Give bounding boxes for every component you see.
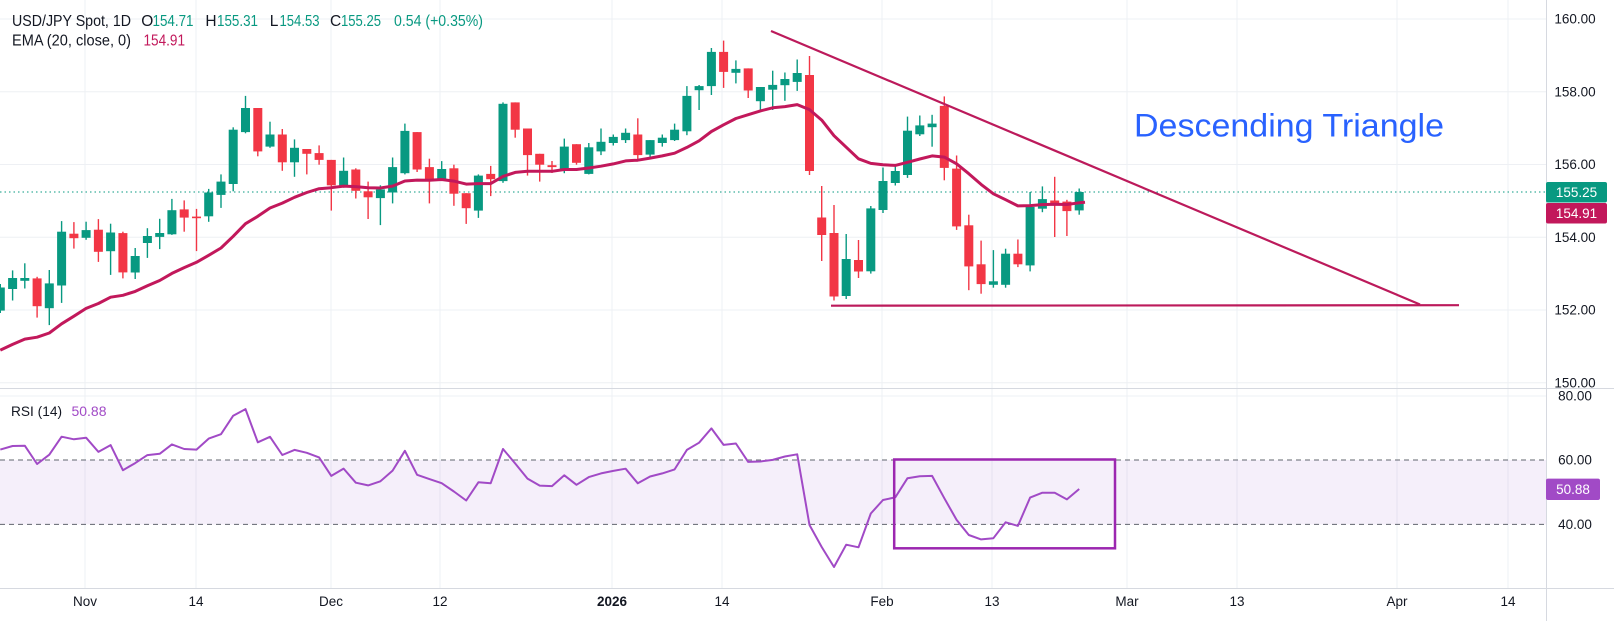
svg-text:13: 13 bbox=[984, 594, 999, 609]
svg-text:O: O bbox=[141, 13, 153, 30]
svg-text:160.00: 160.00 bbox=[1554, 12, 1595, 27]
svg-text:L: L bbox=[270, 13, 279, 30]
svg-text:C: C bbox=[330, 13, 341, 30]
svg-text:154.00: 154.00 bbox=[1554, 230, 1595, 245]
svg-text:Nov: Nov bbox=[73, 594, 97, 609]
svg-text:14: 14 bbox=[1500, 594, 1516, 609]
svg-text:155.25: 155.25 bbox=[341, 13, 381, 30]
svg-text:Apr: Apr bbox=[1386, 594, 1408, 609]
svg-text:Mar: Mar bbox=[1115, 594, 1139, 609]
svg-text:50.88: 50.88 bbox=[1556, 482, 1590, 497]
svg-text:150.00: 150.00 bbox=[1554, 375, 1595, 390]
svg-text:154.71: 154.71 bbox=[153, 13, 194, 30]
svg-text:152.00: 152.00 bbox=[1554, 303, 1595, 318]
svg-text:2026: 2026 bbox=[597, 594, 628, 609]
svg-text:14: 14 bbox=[714, 594, 730, 609]
svg-text:12: 12 bbox=[432, 594, 447, 609]
svg-text:158.00: 158.00 bbox=[1554, 84, 1595, 99]
svg-text:40.00: 40.00 bbox=[1558, 517, 1592, 532]
svg-text:155.25: 155.25 bbox=[1556, 185, 1597, 200]
svg-text:RSI (14): RSI (14) bbox=[11, 403, 62, 419]
svg-text:50.88: 50.88 bbox=[72, 403, 107, 419]
svg-text:13: 13 bbox=[1229, 594, 1244, 609]
svg-text:0.54 (+0.35%): 0.54 (+0.35%) bbox=[394, 13, 483, 30]
svg-text:154.53: 154.53 bbox=[280, 13, 320, 30]
svg-text:155.31: 155.31 bbox=[217, 13, 258, 30]
svg-text:14: 14 bbox=[188, 594, 204, 609]
svg-text:60.00: 60.00 bbox=[1558, 453, 1592, 468]
svg-text:USD/JPY Spot, 1D: USD/JPY Spot, 1D bbox=[12, 13, 131, 30]
svg-text:H: H bbox=[205, 13, 216, 30]
svg-text:Dec: Dec bbox=[319, 594, 343, 609]
svg-text:Descending Triangle: Descending Triangle bbox=[1134, 108, 1444, 144]
svg-text:Feb: Feb bbox=[870, 594, 893, 609]
svg-text:EMA (20, close, 0): EMA (20, close, 0) bbox=[12, 33, 131, 50]
svg-text:154.91: 154.91 bbox=[144, 33, 186, 50]
svg-text:156.00: 156.00 bbox=[1554, 157, 1595, 172]
svg-text:80.00: 80.00 bbox=[1558, 389, 1592, 404]
svg-text:154.91: 154.91 bbox=[1556, 206, 1597, 221]
